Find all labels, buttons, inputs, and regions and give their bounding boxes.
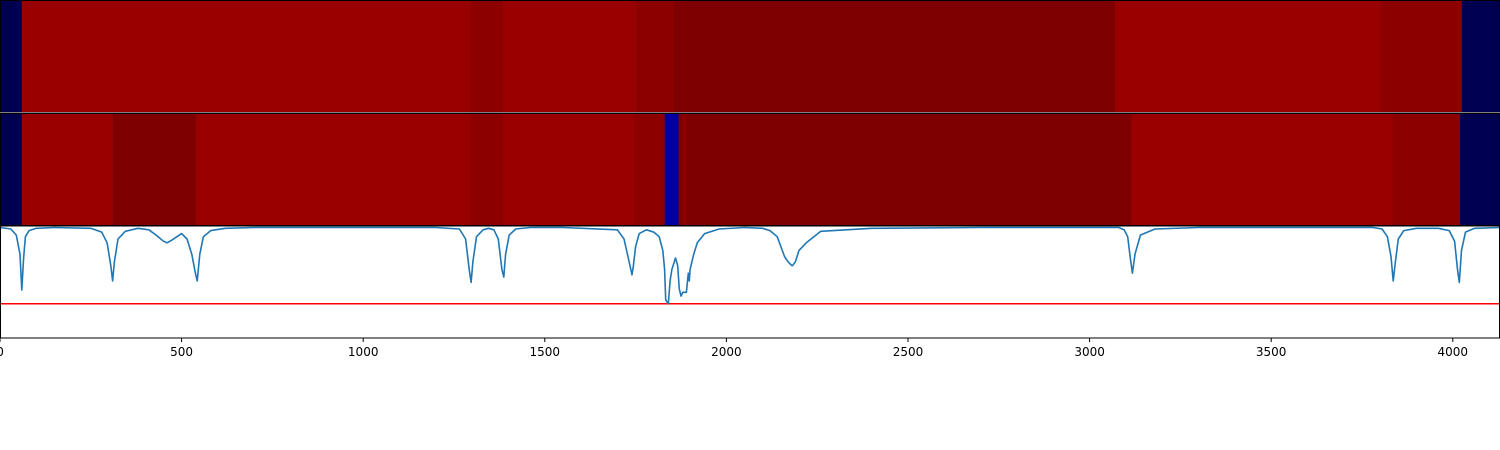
heatmap-bottom-segment bbox=[664, 113, 679, 226]
heatmap-top-segment bbox=[1461, 1, 1500, 113]
heatmap-bottom-segment bbox=[112, 113, 197, 226]
x-tick-label: 0 bbox=[0, 345, 4, 359]
heatmap-bottom-segment bbox=[0, 113, 23, 226]
heatmap-bottom-segment bbox=[503, 113, 635, 226]
heatmap-top-segment bbox=[673, 1, 1116, 113]
heatmap-top-segment bbox=[503, 1, 636, 113]
heatmap-bottom-segment bbox=[686, 113, 695, 226]
heatmap-bottom-segment bbox=[1392, 113, 1461, 226]
heatmap-bottom-panel bbox=[0, 113, 1500, 226]
heatmap-bottom-segment bbox=[470, 113, 504, 226]
series-line bbox=[0, 226, 1500, 305]
line-chart-panel bbox=[0, 226, 1500, 338]
x-tick-label: 4000 bbox=[1438, 345, 1469, 359]
x-tick-label: 2500 bbox=[893, 345, 924, 359]
heatmap-top-segment bbox=[1115, 1, 1381, 113]
x-tick-label: 1000 bbox=[348, 345, 379, 359]
heatmap-bottom-segment bbox=[196, 113, 471, 226]
heatmap-bottom-segment bbox=[633, 113, 665, 226]
heatmap-bottom-segment bbox=[21, 113, 113, 226]
heatmap-top-segment bbox=[0, 1, 23, 113]
heatmap-top-segment bbox=[21, 1, 471, 113]
heatmap-bottom-segment bbox=[678, 113, 684, 226]
heatmap-bottom-segment bbox=[693, 113, 1132, 226]
x-tick-label: 3500 bbox=[1256, 345, 1287, 359]
heatmap-bottom-segment bbox=[1131, 113, 1394, 226]
heatmap-top-segment bbox=[635, 1, 675, 113]
heatmap-top-segment bbox=[1380, 1, 1463, 113]
heatmap-top-segment bbox=[470, 1, 504, 113]
heatmap-top-panel bbox=[0, 1, 1500, 113]
line-plot-background bbox=[0, 226, 1500, 338]
x-tick-label: 500 bbox=[170, 345, 193, 359]
x-axis: 0 500 1000 1500 2000 2500 3000 3500 4000 bbox=[0, 338, 1468, 359]
x-tick-label: 3000 bbox=[1074, 345, 1105, 359]
heatmap-bottom-segment bbox=[682, 113, 687, 226]
x-tick-label: 1500 bbox=[530, 345, 561, 359]
x-tick-label: 2000 bbox=[711, 345, 742, 359]
heatmap-bottom-segment bbox=[1460, 113, 1500, 226]
